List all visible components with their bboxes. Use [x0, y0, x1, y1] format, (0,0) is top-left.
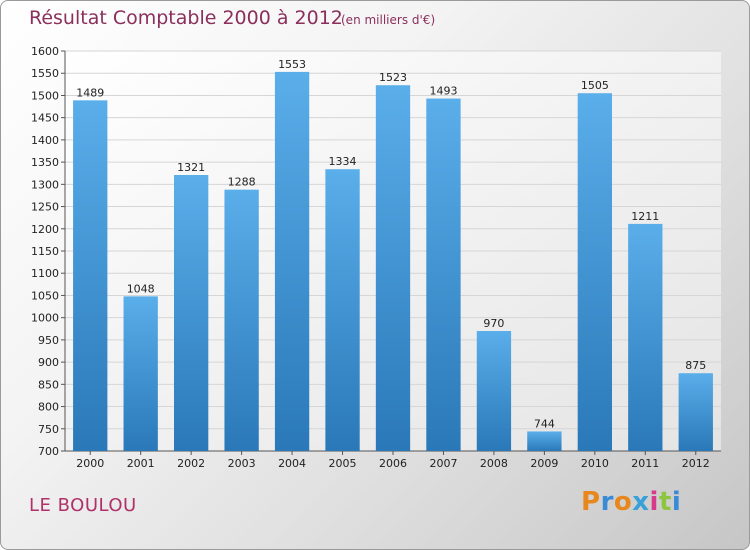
proxiti-logo[interactable]: Proxiti	[581, 487, 681, 517]
y-tick-label: 700	[38, 445, 59, 458]
data-label: 1321	[177, 161, 205, 174]
bar	[173, 175, 209, 451]
logo-letter: P	[581, 487, 601, 517]
y-tick-label: 1000	[31, 312, 59, 325]
data-label: 970	[483, 317, 504, 330]
x-tick-label: 2004	[278, 457, 306, 470]
logo-letter: o	[613, 487, 633, 517]
bar	[375, 85, 411, 451]
y-tick-label: 1250	[31, 201, 59, 214]
x-tick-label: 2008	[480, 457, 508, 470]
logo-letter: r	[600, 487, 614, 517]
bar	[426, 98, 461, 452]
bar	[73, 100, 108, 451]
y-tick-label: 950	[38, 334, 59, 347]
data-label: 1334	[329, 155, 357, 168]
chart-title: Résultat Comptable 2000 à 2012	[29, 7, 343, 29]
bar	[476, 331, 512, 451]
bar	[628, 223, 663, 451]
data-label: 1523	[379, 71, 407, 84]
bar	[325, 169, 360, 451]
x-tick-label: 2012	[682, 457, 710, 470]
x-tick-label: 2005	[329, 457, 357, 470]
y-tick-label: 1550	[31, 67, 59, 80]
y-tick-label: 1400	[31, 134, 59, 147]
y-tick-label: 850	[38, 378, 59, 391]
commune-name: LE BOULOU	[29, 495, 137, 516]
logo-letter: x	[632, 487, 650, 517]
bar	[527, 431, 562, 451]
y-tick-label: 1050	[31, 289, 59, 302]
data-label: 875	[685, 359, 706, 372]
x-tick-label: 2000	[76, 457, 104, 470]
y-tick-label: 1100	[31, 267, 59, 280]
bar	[224, 189, 259, 451]
logo-letter: t	[658, 487, 672, 517]
y-tick-label: 1350	[31, 156, 59, 169]
x-tick-label: 2006	[379, 457, 407, 470]
y-tick-label: 800	[38, 401, 59, 414]
y-tick-label: 1150	[31, 245, 59, 258]
logo-letter: i	[649, 487, 659, 517]
y-tick-label: 1600	[31, 45, 59, 58]
y-tick-label: 1450	[31, 112, 59, 125]
data-label: 1288	[228, 176, 256, 189]
bar	[577, 93, 613, 451]
logo-letter: i	[671, 487, 682, 517]
y-tick-label: 1300	[31, 178, 59, 191]
x-tick-label: 2010	[581, 457, 609, 470]
y-tick-label: 1200	[31, 223, 59, 236]
y-tick-label: 750	[38, 423, 59, 436]
x-tick-label: 2003	[228, 457, 256, 470]
bar	[123, 296, 158, 451]
data-label: 744	[534, 417, 555, 430]
data-label: 1553	[278, 58, 306, 71]
data-label: 1489	[76, 86, 104, 99]
data-label: 1505	[581, 79, 609, 92]
x-tick-label: 2011	[631, 457, 659, 470]
y-tick-label: 1500	[31, 89, 59, 102]
x-tick-label: 2007	[429, 457, 457, 470]
x-tick-label: 2009	[530, 457, 558, 470]
bar	[274, 71, 310, 451]
y-tick-label: 900	[38, 356, 59, 369]
data-label: 1048	[127, 282, 155, 295]
bar	[678, 373, 713, 451]
data-label: 1493	[429, 85, 457, 98]
chart-subtitle: (en milliers d'€)	[341, 13, 436, 27]
x-tick-label: 2001	[127, 457, 155, 470]
data-label: 1211	[631, 210, 659, 223]
x-tick-label: 2002	[177, 457, 205, 470]
